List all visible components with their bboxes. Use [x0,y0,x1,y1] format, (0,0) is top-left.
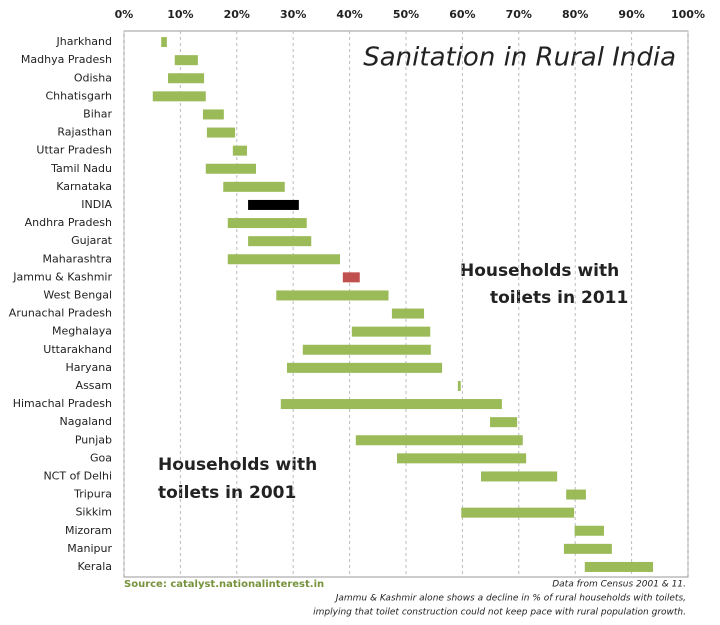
bar [223,181,285,192]
y-tick-label: Haryana [66,361,113,374]
bar [461,507,575,518]
bar [227,254,341,265]
bar [481,471,558,482]
chart-title: Sanitation in Rural India [363,43,676,73]
bar [227,218,307,229]
y-tick-label: Gujarat [71,234,113,247]
bar [391,308,425,319]
x-tick-label: 20% [224,8,250,21]
bar [205,163,256,174]
y-tick-label: Odisha [74,71,112,84]
annotation: toilets in 2001 [158,483,296,503]
bar [280,399,502,410]
y-tick-label: Manipur [67,542,112,555]
y-tick-label: Madhya Pradesh [21,53,112,66]
y-tick-label: Rajasthan [57,126,112,139]
annotation: Households with [460,261,619,281]
note: Data from Census 2001 & 11. [552,580,686,590]
bar [286,362,443,373]
bar [248,236,312,247]
x-tick-label: 100% [671,8,705,21]
bar [174,55,198,66]
bar [574,525,604,536]
bar [302,344,431,355]
y-tick-label: Meghalaya [52,325,112,338]
bar [351,326,431,337]
y-tick-label: Arunachal Pradesh [9,307,112,320]
y-tick-label: Karnataka [56,180,112,193]
x-tick-label: 80% [562,8,588,21]
note: Jammu & Kashmir alone shows a decline in… [334,594,686,604]
y-tick-label: Nagaland [60,415,112,428]
bar [584,561,654,572]
x-tick-label: 60% [449,8,475,21]
x-tick-label: 30% [280,8,306,21]
annotation: toilets in 2011 [490,288,628,308]
bar [342,272,360,283]
x-tick-label: 90% [618,8,644,21]
y-tick-label: Mizoram [65,524,112,537]
bar [206,127,236,138]
y-tick-label: Jammu & Kashmir [12,270,112,283]
y-tick-label: Uttarakhand [43,343,112,356]
bar [167,73,205,84]
bar [232,145,247,156]
y-tick-label: Himachal Pradesh [13,397,112,410]
y-tick-label: Uttar Pradesh [36,144,112,157]
y-tick-label: Tamil Nadu [50,162,112,175]
bar [566,489,586,500]
y-tick-label: INDIA [81,198,112,211]
x-tick-label: 0% [115,8,134,21]
bar [490,417,518,428]
bar [276,290,389,301]
bar [457,380,461,391]
source: Source: catalyst.nationalinterest.in [124,579,324,590]
annotation: Households with [158,455,317,475]
y-tick-label: Sikkim [75,506,112,519]
bar [563,543,612,554]
bar [248,199,299,210]
y-tick-label: Maharashtra [43,252,113,265]
x-tick-label: 70% [506,8,532,21]
x-tick-label: 10% [167,8,193,21]
y-tick-label: Goa [90,451,112,464]
y-tick-label: Andhra Pradesh [25,216,112,229]
bar [152,91,206,102]
bar [202,109,224,120]
y-tick-label: Kerala [78,560,113,573]
bar [355,435,523,446]
bar [396,453,527,464]
bar [161,37,167,48]
y-tick-label: Chhatisgarh [46,89,113,102]
note: implying that toilet construction could … [313,608,686,618]
y-tick-label: NCT of Delhi [43,469,112,482]
x-tick-label: 50% [393,8,419,21]
y-tick-label: Jharkhand [55,35,112,48]
y-tick-label: Punjab [75,433,112,446]
x-tick-label: 40% [336,8,362,21]
y-tick-label: West Bengal [43,288,112,301]
y-tick-label: Tripura [73,488,112,501]
y-tick-label: Assam [76,379,112,392]
y-tick-label: Bihar [83,107,112,120]
